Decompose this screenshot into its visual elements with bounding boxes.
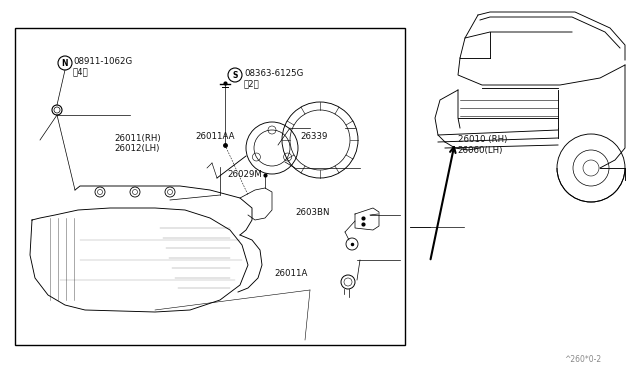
Text: 08363-6125G: 08363-6125G — [244, 68, 303, 77]
Bar — [15, 28, 405, 345]
Text: 26011(RH)
26012(LH): 26011(RH) 26012(LH) — [114, 134, 161, 153]
Text: 26011A: 26011A — [274, 269, 307, 278]
Text: （4）: （4） — [73, 67, 89, 77]
Text: 26029M: 26029M — [227, 170, 262, 179]
Text: ^260*0-2: ^260*0-2 — [564, 355, 602, 364]
Text: 26011AA: 26011AA — [195, 132, 235, 141]
Text: （2）: （2） — [244, 80, 260, 89]
Text: 26010 (RH)
26060(LH): 26010 (RH) 26060(LH) — [458, 135, 507, 155]
Text: N: N — [61, 58, 68, 67]
Text: 26339: 26339 — [301, 132, 328, 141]
Text: 2603BN: 2603BN — [296, 208, 330, 217]
Text: 08911-1062G: 08911-1062G — [73, 57, 132, 65]
Text: S: S — [232, 71, 237, 80]
